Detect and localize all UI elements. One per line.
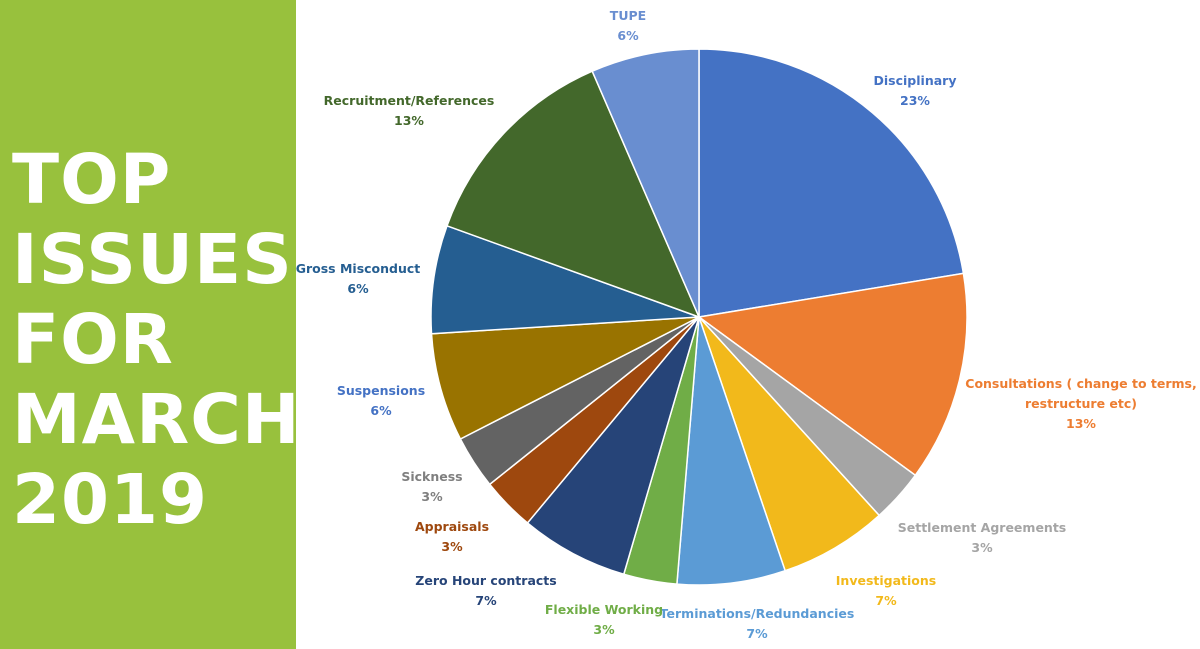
slice-percent: 6% <box>617 28 639 43</box>
slice-label: Flexible Working 3% <box>545 602 663 637</box>
slice-name: Terminations/Redundancies <box>660 606 855 621</box>
slice-name: Sickness <box>401 469 462 484</box>
slice-label: Consultations ( change to terms, restruct… <box>965 376 1196 431</box>
slice-percent: 23% <box>900 93 930 108</box>
slice-label: Recruitment/References 13% <box>324 93 495 128</box>
slice-name: Investigations <box>836 573 936 588</box>
slice-name: Zero Hour contracts <box>415 573 556 588</box>
headline-line: MARCH <box>12 380 301 460</box>
slice-percent: 13% <box>1066 416 1096 431</box>
slice-name: TUPE <box>610 8 646 23</box>
pie-slice-tupe <box>591 48 700 318</box>
slice-name: Gross Misconduct <box>296 261 420 276</box>
pie-slice-suspensions <box>430 316 700 441</box>
slice-percent: 6% <box>347 281 369 296</box>
slice-name: Disciplinary <box>874 73 957 88</box>
headline: TOP ISSUES FOR MARCH 2019 <box>12 140 301 540</box>
slice-label: Terminations/Redundancies 7% <box>660 606 855 641</box>
slice-label: Settlement Agreements 3% <box>898 520 1066 555</box>
pie-slice-disciplinary <box>698 48 965 318</box>
slice-percent: 3% <box>593 622 615 637</box>
slice-percent: 7% <box>475 593 497 608</box>
slice-percent: 13% <box>394 113 424 128</box>
pie-slice-investigations <box>698 316 881 572</box>
slice-percent: 3% <box>421 489 443 504</box>
slice-label: Sickness 3% <box>401 469 462 504</box>
pie-chart-svg: Disciplinary 23% Consultations ( change to… <box>296 8 1197 641</box>
slice-name: Consultations ( change to terms, <box>965 376 1196 391</box>
slice-label: Zero Hour contracts 7% <box>415 573 556 608</box>
slice-label: Appraisals 3% <box>415 519 489 554</box>
slice-name: Recruitment/References <box>324 93 495 108</box>
slice-label: Suspensions 6% <box>337 383 425 418</box>
pie-chart: Disciplinary 23% Consultations ( change to… <box>296 0 1200 649</box>
headline-line: FOR <box>12 300 174 380</box>
slice-name: Settlement Agreements <box>898 520 1066 535</box>
slice-percent: 6% <box>370 403 392 418</box>
slice-label: Disciplinary 23% <box>874 73 957 108</box>
headline-line: 2019 <box>12 460 209 540</box>
slice-name: Appraisals <box>415 519 489 534</box>
headline-line: ISSUES <box>12 220 293 300</box>
title-panel: TOP ISSUES FOR MARCH 2019 <box>0 0 300 649</box>
slice-label: Gross Misconduct 6% <box>296 261 420 296</box>
slice-percent: 3% <box>441 539 463 554</box>
headline-line: TOP <box>12 140 172 220</box>
slice-name: Flexible Working <box>545 602 663 617</box>
pie-slice-terminations-redundancies <box>676 316 787 586</box>
slice-percent: 7% <box>746 626 768 641</box>
pie-slice-consultations-change-to-terms-restructure-etc <box>697 272 968 477</box>
slice-percent: 7% <box>875 593 897 608</box>
pie-slice-zero-hour-contracts <box>526 316 700 576</box>
pie-slice-recruitment-references <box>446 70 701 319</box>
slice-name: restructure etc) <box>1025 396 1137 411</box>
slice-label: Investigations 7% <box>836 573 936 608</box>
slice-percent: 3% <box>971 540 993 555</box>
slice-label: TUPE 6% <box>610 8 646 43</box>
pie-slice-gross-misconduct <box>430 224 700 335</box>
slice-name: Suspensions <box>337 383 425 398</box>
